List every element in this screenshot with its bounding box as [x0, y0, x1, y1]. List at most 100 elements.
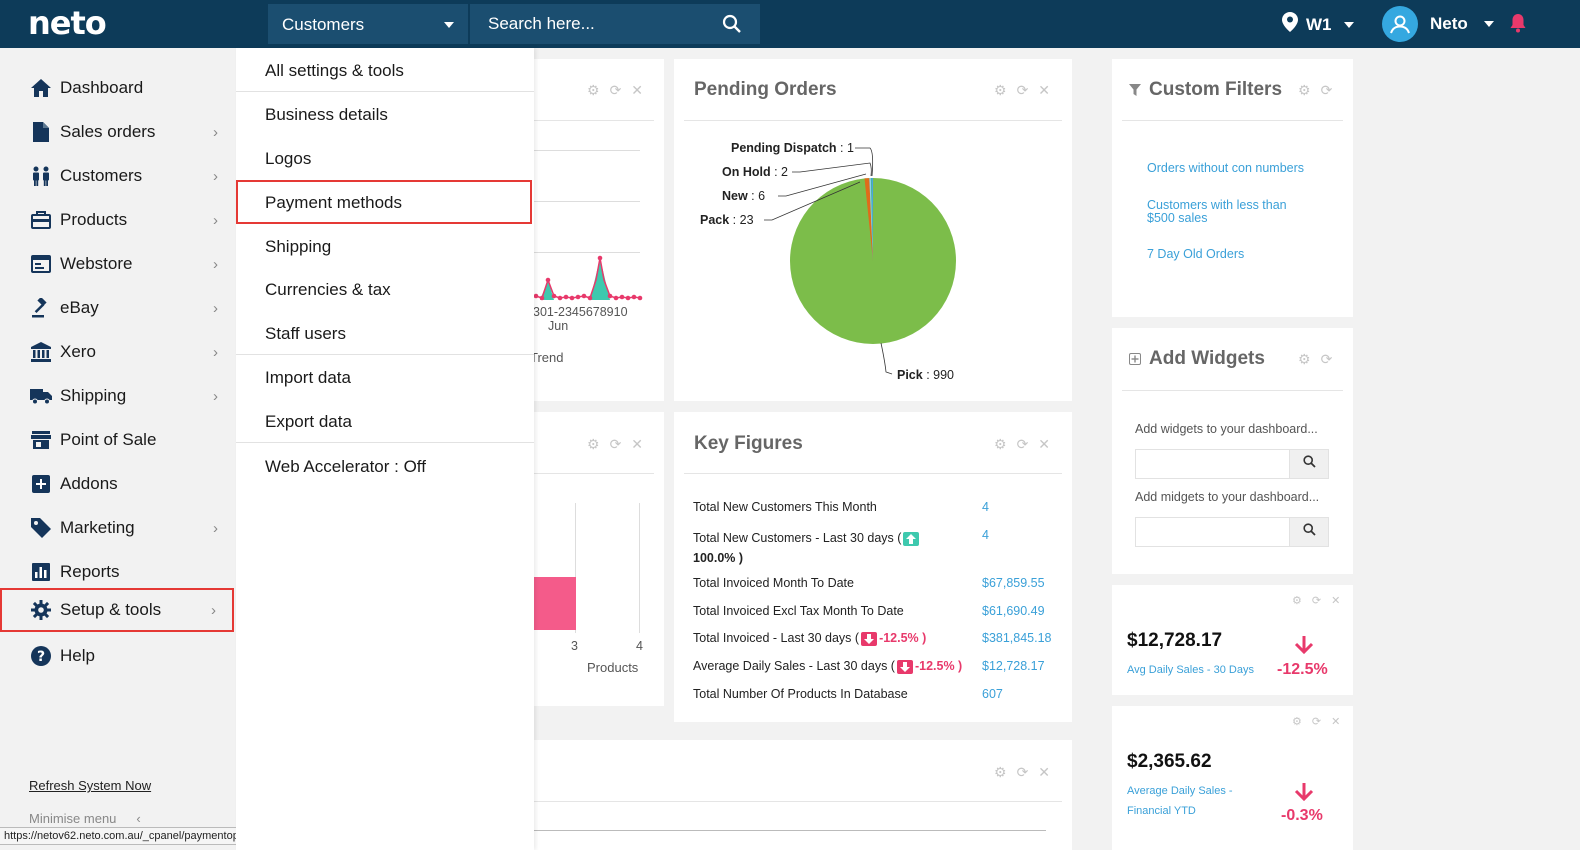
document-icon — [30, 121, 52, 143]
close-icon[interactable]: ✕ — [1331, 716, 1341, 728]
sidebar-item-webstore[interactable]: Webstore › — [0, 242, 234, 286]
gear-icon[interactable]: ⚙ — [1298, 351, 1311, 367]
refresh-icon[interactable]: ⟳ — [609, 82, 622, 98]
close-icon[interactable]: ✕ — [1038, 436, 1051, 452]
search-input[interactable] — [470, 4, 710, 44]
chevron-down-icon — [444, 22, 454, 28]
search-scope-select[interactable]: Customers — [268, 4, 468, 44]
gear-icon — [30, 599, 52, 621]
menu-item-export-data[interactable]: Export data — [265, 412, 352, 431]
trend-chart-panel — [520, 59, 664, 401]
gear-icon[interactable]: ⚙ — [994, 764, 1007, 780]
menu-item-payment-methods[interactable]: Payment methods — [236, 180, 532, 224]
location-selector[interactable]: W1 — [1282, 12, 1354, 37]
close-icon[interactable]: ✕ — [1038, 764, 1051, 780]
key-figure-label: Total Invoiced Month To Date — [693, 576, 854, 590]
axis-label: Products — [587, 660, 639, 675]
gear-icon[interactable]: ⚙ — [1292, 716, 1302, 728]
sidebar-item-xero[interactable]: Xero › — [0, 330, 234, 374]
search-box — [470, 4, 760, 44]
key-figure-value[interactable]: $61,690.49 — [982, 604, 1045, 618]
sidebar-item-ebay[interactable]: eBay › — [0, 286, 234, 330]
menu-item-staff-users[interactable]: Staff users — [265, 324, 346, 343]
sidebar-item-point-of-sale[interactable]: Point of Sale — [0, 418, 234, 462]
minimise-menu-label: Minimise menu — [29, 811, 117, 826]
refresh-icon[interactable]: ⟳ — [1320, 82, 1333, 98]
key-figure-value[interactable]: $381,845.18 — [982, 631, 1052, 645]
filter-icon — [1129, 83, 1141, 101]
panel-controls: ⚙ ⟳ — [1298, 351, 1332, 368]
refresh-icon[interactable]: ⟳ — [1016, 436, 1029, 452]
key-figure-value[interactable]: 4 — [982, 500, 989, 514]
close-icon[interactable]: ✕ — [1038, 82, 1051, 98]
close-icon[interactable]: ✕ — [1331, 595, 1341, 607]
widget-search-button[interactable] — [1289, 449, 1329, 479]
gear-icon[interactable]: ⚙ — [994, 82, 1007, 98]
plus-square-icon — [1129, 352, 1141, 370]
sidebar-item-label: Sales orders — [60, 122, 156, 141]
sidebar-item-customers[interactable]: Customers › — [0, 154, 234, 198]
location-label: W1 — [1306, 14, 1332, 34]
close-icon[interactable]: ✕ — [631, 436, 644, 452]
sidebar-item-addons[interactable]: Addons — [0, 462, 234, 506]
close-icon[interactable]: ✕ — [631, 82, 644, 98]
menu-item-import-data[interactable]: Import data — [265, 368, 351, 387]
menu-item-currencies-tax[interactable]: Currencies & tax — [265, 280, 391, 299]
filter-link[interactable]: Customers with less than $500 sales — [1147, 198, 1287, 225]
menu-item-shipping[interactable]: Shipping — [265, 237, 332, 256]
neto-logo[interactable]: neto — [28, 4, 107, 42]
stat-label[interactable]: Avg Daily Sales - 30 Days — [1127, 664, 1254, 676]
sidebar-item-setup-tools[interactable]: Setup & tools › — [0, 588, 234, 632]
gear-icon[interactable]: ⚙ — [587, 436, 600, 452]
refresh-icon[interactable]: ⟳ — [1320, 351, 1333, 367]
arrow-down-icon — [1293, 780, 1315, 807]
sidebar-item-shipping[interactable]: Shipping › — [0, 374, 234, 418]
stat-value: $12,728.17 — [1127, 630, 1223, 651]
gear-icon[interactable]: ⚙ — [994, 436, 1007, 452]
refresh-icon[interactable]: ⟳ — [609, 436, 622, 452]
avg-daily-sales-panel — [1112, 585, 1353, 695]
bell-icon[interactable] — [1510, 13, 1526, 38]
gear-icon[interactable]: ⚙ — [1298, 82, 1311, 98]
menu-item-all-settings[interactable]: All settings & tools — [265, 61, 404, 80]
chevron-right-icon: › — [213, 387, 218, 405]
key-figure-value[interactable]: 607 — [982, 687, 1003, 701]
sidebar-item-products[interactable]: Products › — [0, 198, 234, 242]
menu-item-business-details[interactable]: Business details — [265, 105, 388, 124]
sidebar-item-label: Dashboard — [60, 78, 144, 97]
minimise-menu-button[interactable]: Minimise menu ‹ — [29, 811, 141, 826]
filter-link[interactable]: 7 Day Old Orders — [1147, 247, 1245, 261]
plus-square-icon — [30, 473, 52, 495]
sidebar-item-dashboard[interactable]: Dashboard — [0, 66, 234, 110]
menu-item-web-accelerator[interactable]: Web Accelerator : Off — [265, 457, 426, 476]
panel-controls: ⚙ ⟳ ✕ — [587, 82, 643, 99]
filter-link[interactable]: Orders without con numbers — [1147, 161, 1305, 175]
sidebar-item-label: Webstore — [60, 254, 133, 273]
user-menu[interactable]: Neto — [1382, 6, 1494, 42]
chevron-down-icon — [1343, 21, 1354, 28]
sidebar-item-marketing[interactable]: Marketing › — [0, 506, 234, 550]
refresh-icon[interactable]: ⟳ — [1016, 82, 1029, 98]
sidebar-item-label: Marketing — [60, 518, 135, 537]
divider — [530, 801, 1062, 802]
gear-icon[interactable]: ⚙ — [587, 82, 600, 98]
sidebar-item-reports[interactable]: Reports — [0, 550, 234, 594]
tag-icon — [30, 517, 52, 539]
refresh-system-link[interactable]: Refresh System Now — [29, 778, 152, 793]
refresh-icon[interactable]: ⟳ — [1311, 716, 1322, 728]
refresh-icon[interactable]: ⟳ — [1016, 764, 1029, 780]
search-icon[interactable] — [722, 14, 742, 39]
gear-icon[interactable]: ⚙ — [1292, 595, 1302, 607]
sidebar-item-sales-orders[interactable]: Sales orders › — [0, 110, 234, 154]
sidebar-item-help[interactable]: ? Help — [0, 634, 234, 678]
key-figure-value[interactable]: $12,728.17 — [982, 659, 1045, 673]
key-figure-value[interactable]: $67,859.55 — [982, 576, 1045, 590]
widget-search-button[interactable] — [1289, 517, 1329, 547]
menu-item-logos[interactable]: Logos — [265, 149, 312, 168]
search-icon — [1302, 455, 1316, 473]
home-icon — [30, 77, 52, 99]
chevron-right-icon: › — [213, 255, 218, 273]
refresh-icon[interactable]: ⟳ — [1311, 595, 1322, 607]
key-figure-value[interactable]: 4 — [982, 528, 989, 542]
stat-label[interactable]: Average Daily Sales - Financial YTD — [1127, 785, 1233, 817]
